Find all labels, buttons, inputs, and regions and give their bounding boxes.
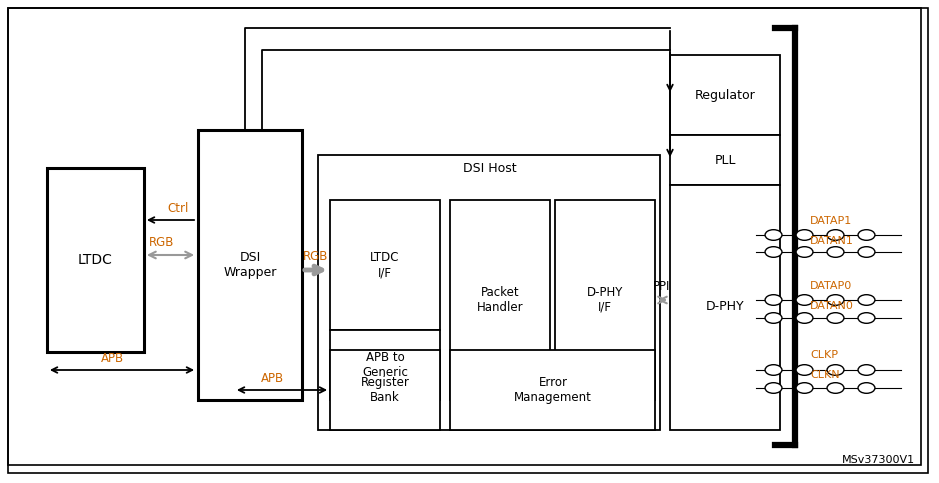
Ellipse shape [858,313,875,323]
Ellipse shape [796,313,813,323]
Ellipse shape [827,230,844,241]
Bar [330,330,440,400]
Ellipse shape [796,383,813,393]
Text: Regulator: Regulator [695,88,755,101]
Text: APB: APB [100,352,124,365]
Ellipse shape [858,230,875,241]
Ellipse shape [765,383,782,393]
Bar [318,155,660,430]
Ellipse shape [827,247,844,257]
Ellipse shape [765,313,782,323]
Bar [330,350,440,430]
Text: D-PHY: D-PHY [706,300,745,313]
Bar [555,200,655,400]
Text: DATAP1: DATAP1 [810,216,853,226]
Text: Error
Management: Error Management [514,376,592,404]
Bar [450,350,655,430]
Ellipse shape [827,365,844,375]
Ellipse shape [858,365,875,375]
Bar [670,185,780,430]
Text: DATAP0: DATAP0 [810,281,853,291]
Ellipse shape [796,295,813,305]
Text: CLKN: CLKN [810,370,839,380]
Bar [198,130,302,400]
Text: APB to
Generic: APB to Generic [362,351,408,379]
Ellipse shape [765,247,782,257]
Bar [330,200,440,330]
Text: APB: APB [260,371,284,384]
Text: PLL: PLL [715,154,736,167]
Ellipse shape [765,295,782,305]
Ellipse shape [858,295,875,305]
Text: D-PHY
I/F: D-PHY I/F [587,286,623,314]
Text: Ctrl: Ctrl [167,201,189,214]
Text: RGB: RGB [303,251,329,264]
Ellipse shape [858,383,875,393]
Text: LTDC: LTDC [78,253,113,267]
Ellipse shape [796,230,813,241]
Ellipse shape [858,247,875,257]
Text: DATAN1: DATAN1 [810,236,854,246]
Ellipse shape [827,313,844,323]
Ellipse shape [827,383,844,393]
Ellipse shape [765,230,782,241]
Text: PPI: PPI [654,281,670,294]
Ellipse shape [796,365,813,375]
Text: CLKP: CLKP [810,350,838,360]
Text: DSI Host: DSI Host [463,162,516,175]
Text: DATAN0: DATAN0 [810,301,854,311]
Bar [670,55,780,135]
Text: RGB: RGB [149,237,175,250]
Ellipse shape [827,295,844,305]
Text: MSv37300V1: MSv37300V1 [842,455,915,465]
Text: LTDC
I/F: LTDC I/F [370,251,400,279]
Bar [450,200,550,400]
Text: Packet
Handler: Packet Handler [477,286,523,314]
Ellipse shape [765,365,782,375]
Text: Register
Bank: Register Bank [361,376,409,404]
Text: DSI
Wrapper: DSI Wrapper [223,251,277,279]
Bar [670,135,780,185]
Bar [47,168,144,352]
Ellipse shape [796,247,813,257]
